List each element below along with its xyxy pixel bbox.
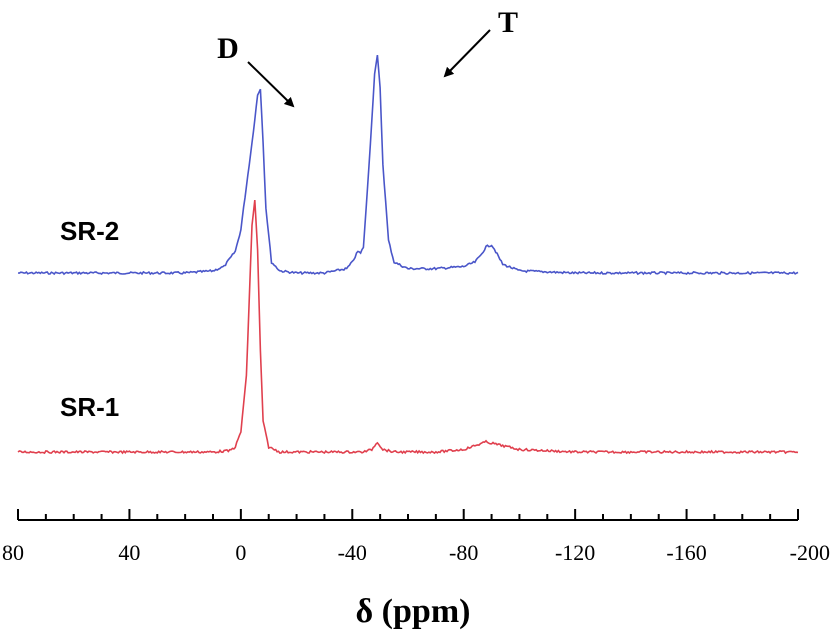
- peak-arrow-d: [247, 61, 295, 108]
- x-axis: 80 40 0 -40 -80 -120 -160 -200: [2, 509, 830, 565]
- x-tick-label: -80: [449, 540, 478, 565]
- series-line-sr-2: [17, 54, 799, 276]
- series-line-sr-1: [17, 200, 799, 455]
- x-axis-title: δ (ppm): [356, 593, 471, 630]
- x-tick-label: 40: [118, 540, 140, 565]
- label-layer: SR-2 SR-1 D T: [60, 6, 518, 422]
- series-label-sr-2: SR-2: [60, 216, 119, 246]
- x-tick-label: 0: [235, 540, 246, 565]
- peak-arrow-t: [443, 29, 491, 78]
- series-layer: [17, 54, 799, 455]
- x-tick-label: -200: [790, 540, 830, 565]
- peak-label-t: T: [498, 6, 518, 39]
- x-tick-label: -120: [555, 540, 595, 565]
- peak-label-d: D: [217, 32, 239, 65]
- x-tick-label: 80: [2, 540, 24, 565]
- series-label-sr-1: SR-1: [60, 392, 119, 422]
- x-tick-label: -40: [338, 540, 367, 565]
- x-tick-label: -160: [666, 540, 706, 565]
